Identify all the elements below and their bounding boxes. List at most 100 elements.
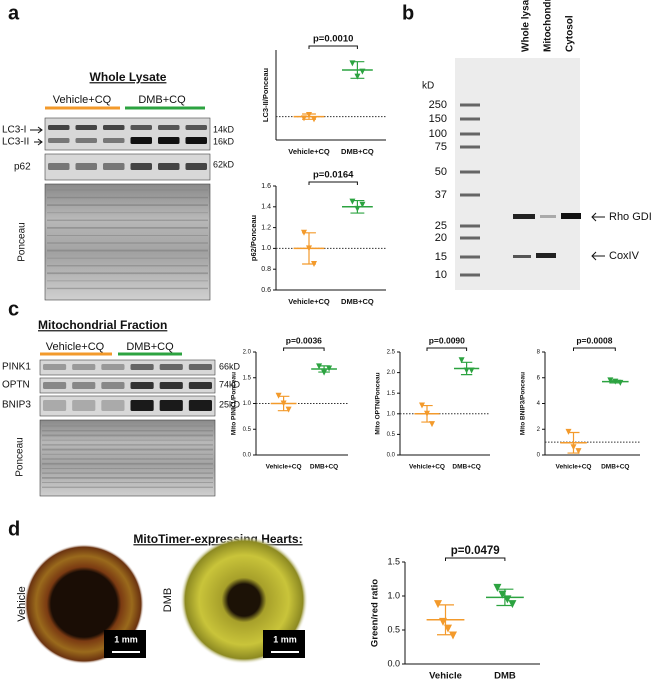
band	[48, 125, 70, 130]
data-point	[607, 377, 614, 384]
y-tick-label: 1.0	[387, 411, 396, 417]
blot	[39, 395, 216, 417]
y-tick-label: 0.0	[243, 453, 252, 459]
y-tick-label: 0.6	[261, 287, 271, 294]
panel-label: d	[8, 518, 20, 540]
y-tick-label: 2	[537, 427, 541, 433]
arrow	[591, 212, 605, 261]
ladder-band	[460, 193, 480, 197]
ladder-label: 15	[435, 251, 447, 263]
data-point	[565, 428, 572, 435]
blot	[44, 153, 211, 181]
ladder-label: 10	[435, 269, 447, 281]
data-point	[301, 229, 307, 236]
band	[158, 125, 180, 130]
y-axis-label: p62/Ponceau	[249, 214, 258, 261]
p-value: p=0.0010	[313, 34, 353, 45]
blot-group	[44, 117, 211, 301]
y-tick-label: 0.0	[387, 453, 396, 459]
data-point	[493, 583, 502, 592]
x-tick-label: Vehicle+CQ	[266, 464, 302, 471]
data-point	[575, 448, 582, 455]
data-point	[311, 116, 317, 123]
band	[185, 137, 207, 144]
band	[43, 400, 67, 411]
x-tick-label: DMB+CQ	[601, 464, 629, 471]
y-tick-label: 0.0	[387, 658, 400, 668]
ladder-label: 75	[435, 141, 447, 153]
band	[159, 400, 183, 411]
ladder-band	[460, 255, 480, 259]
row-label: OPTN	[2, 380, 30, 391]
y-tick-label: 1.6	[261, 183, 271, 190]
y-tick-label: 0.5	[387, 432, 396, 438]
data-point	[449, 631, 457, 640]
significance-bracket	[573, 347, 616, 351]
y-tick-label: 0.5	[387, 624, 400, 634]
row-label: Ponceau	[17, 222, 28, 261]
scale-label: 1 mm	[114, 634, 138, 644]
band	[188, 382, 212, 389]
blot-title: Mitochondrial Fraction	[38, 318, 167, 332]
y-tick-label: 1.0	[243, 401, 252, 407]
band	[536, 253, 556, 258]
p-value: p=0.0479	[451, 545, 500, 557]
lane-label: Cytosol	[565, 15, 576, 52]
panel-label: c	[8, 298, 19, 320]
blot	[44, 117, 211, 151]
ladder-label: 20	[435, 232, 447, 244]
data-point	[285, 406, 292, 413]
ladder-band	[460, 236, 480, 240]
y-axis-label: Mito OPTN/Ponceau	[375, 372, 382, 434]
blot	[39, 359, 216, 376]
band	[159, 364, 183, 370]
y-tick-label: 1.5	[243, 375, 252, 381]
band-label: Rho GDI	[609, 211, 652, 223]
blot	[39, 377, 216, 394]
x-tick-label: Vehicle+CQ	[409, 464, 445, 471]
band	[103, 163, 125, 170]
size-label: 62kD	[213, 159, 235, 169]
x-tick-label: DMB+CQ	[452, 464, 480, 471]
data-point	[612, 378, 619, 385]
ladder-label: 50	[435, 166, 447, 178]
row-label: BNIP3	[2, 400, 31, 411]
data-point	[275, 392, 282, 399]
image-label: DMB	[162, 588, 174, 612]
blot-group	[39, 359, 216, 497]
y-tick-label: 0	[537, 453, 541, 459]
ladder-band	[460, 224, 480, 228]
y-axis-label: Mito BNIP3/Ponceau	[520, 372, 527, 435]
band	[513, 214, 535, 219]
data-point	[316, 363, 323, 370]
data-point	[306, 245, 312, 252]
band	[185, 125, 207, 130]
y-tick-label: 8	[537, 350, 541, 356]
ladder-band	[460, 273, 480, 277]
band	[188, 400, 212, 411]
significance-bracket	[283, 347, 325, 351]
data-point	[359, 201, 366, 208]
ladder-label: 37	[435, 189, 447, 201]
y-tick-label: 2.0	[243, 350, 252, 356]
row-label: Ponceau	[15, 437, 26, 476]
y-tick-label: 0.5	[243, 427, 252, 433]
band	[130, 400, 154, 411]
ladder-band	[460, 117, 480, 121]
x-tick-label: DMB	[494, 671, 516, 682]
data-point	[311, 261, 317, 267]
x-tick-label: Vehicle+CQ	[556, 464, 592, 471]
band	[72, 400, 96, 411]
group-label: DMB+CQ	[138, 94, 186, 106]
ladder-label: 100	[429, 128, 447, 140]
data-point	[424, 410, 430, 417]
row-label: LC3-II	[2, 137, 29, 148]
size-label: 14kD	[213, 124, 235, 134]
ladder-label: 250	[429, 99, 447, 111]
p-value: p=0.0036	[286, 335, 322, 345]
y-tick-label: 1.4	[261, 204, 271, 211]
band	[158, 137, 180, 144]
ladder-band	[460, 170, 480, 174]
